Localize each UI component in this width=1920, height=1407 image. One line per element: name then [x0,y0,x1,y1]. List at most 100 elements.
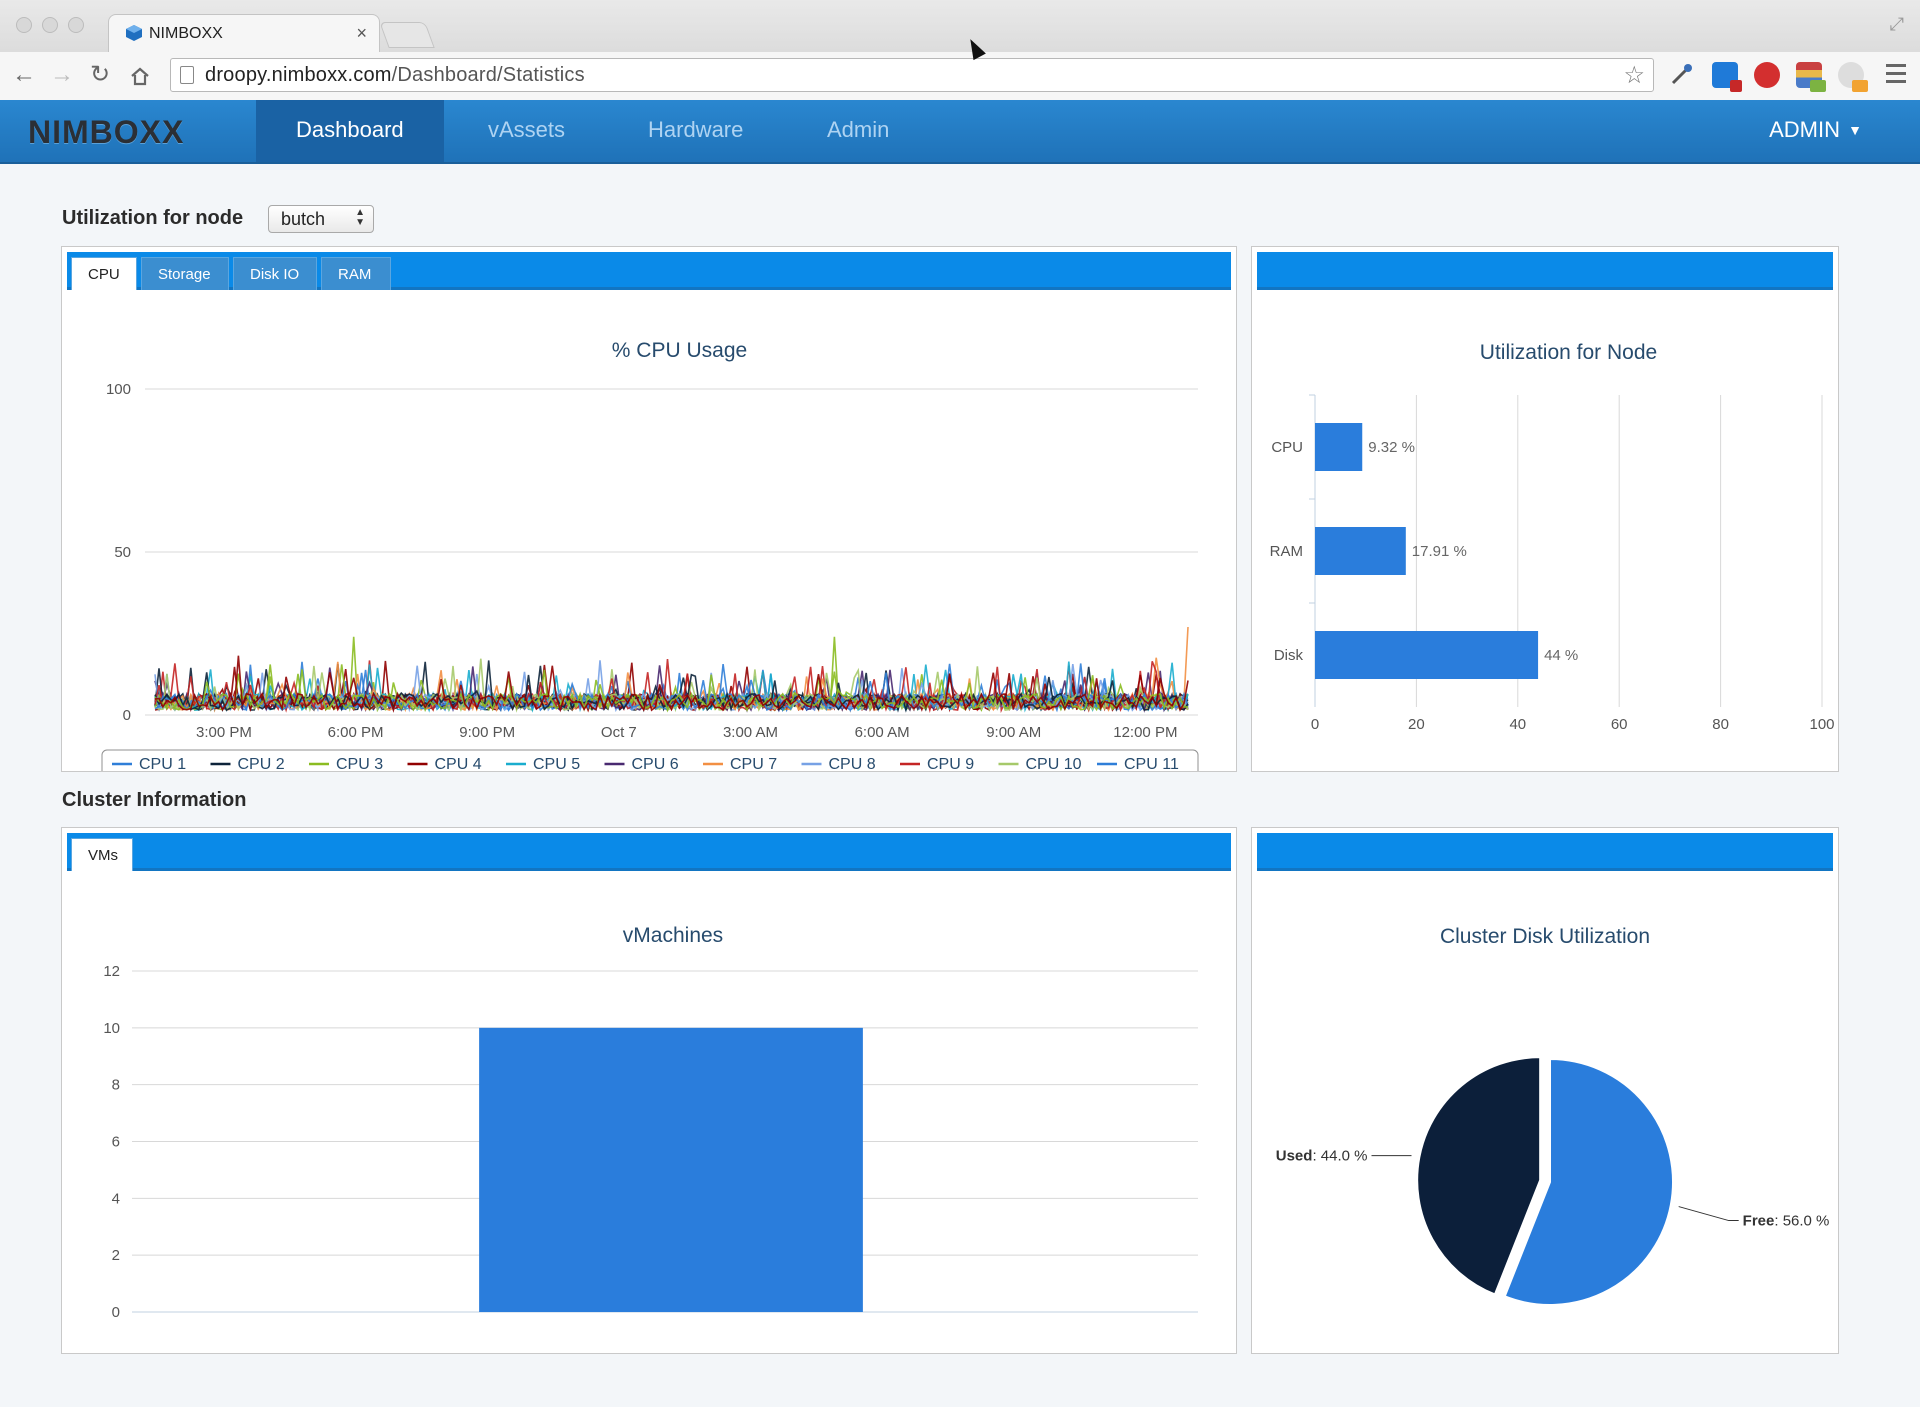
node-utilization-panel: Utilization for Node 0 20 40 60 80 100 CPU 9.32 … [1251,246,1839,772]
node-select-value: butch [281,209,326,229]
utilization-bar [1315,631,1539,679]
nav-dashboard[interactable]: Dashboard [256,100,444,162]
x-tick-label: 0 [1311,716,1319,733]
user-menu[interactable]: ADMIN [1769,117,1840,142]
window-close-button[interactable] [16,17,32,33]
cpu-panel: CPU Storage Disk IO RAM % CPU Usage 0 50 10… [61,246,1237,772]
window-minimize-button[interactable] [42,17,58,33]
bar-data-label: 17.91 % [1412,543,1467,560]
pie-slice-used [1416,1056,1542,1296]
browser-menu-icon[interactable] [1886,64,1906,88]
pie-label-name: Free [1743,1213,1775,1230]
off-extension-icon[interactable] [1838,62,1868,92]
eyedropper-extension-icon[interactable] [1668,62,1694,88]
nav-hardware[interactable]: Hardware [648,117,744,142]
x-tick-label: 9:00 PM [459,724,515,741]
x-tick-label: 12:00 PM [1113,724,1177,741]
legend-label: CPU 3 [336,756,383,771]
chart-title: Cluster Disk Utilization [1440,925,1650,948]
nav-vassets[interactable]: vAssets [488,117,566,142]
legend-label: CPU 6 [632,756,679,771]
pie-label-value: : 56.0 % [1774,1213,1829,1230]
select-arrows-icon: ▲ ▼ [355,207,365,228]
legend-label: CPU 7 [730,756,777,771]
tab-ram[interactable]: RAM [321,257,391,290]
adblock-extension-icon[interactable] [1754,62,1780,88]
bookmark-star-icon[interactable]: ☆ [1623,62,1645,89]
tab-disk-io[interactable]: Disk IO [233,257,317,290]
vms-panel: VMs vMachines 0 2 4 6 8 10 12 [61,827,1237,1354]
utilization-bar [1315,527,1406,575]
tab-cpu[interactable]: CPU [71,257,137,290]
legend-label: CPU 11 [1124,756,1179,771]
nav-admin[interactable]: Admin [827,117,890,142]
legend-label: CPU 9 [927,756,974,771]
y-category-label: RAM [1270,543,1303,560]
cpu-panel-tabs: CPU Storage Disk IO RAM [67,252,1231,290]
y-tick-label: 4 [112,1190,120,1207]
chart-title: % CPU Usage [612,339,747,362]
browser-toolbar: ← → ↻ droopy.nimboxx.com/Dashboard/Stati… [0,52,1920,101]
window-zoom-button[interactable] [68,17,84,33]
node-select[interactable]: butch ▲ ▼ [268,205,374,233]
pie-data-label: Free: 56.0 % [1743,1213,1830,1230]
x-tick-label: 6:00 PM [328,724,384,741]
utilization-bar [1315,423,1363,471]
y-category-label: CPU [1271,439,1303,456]
cluster-disk-panel-header [1257,833,1833,871]
y-tick-label: 10 [103,1020,120,1037]
page-icon [180,66,194,84]
legend-box [101,749,1199,771]
close-tab-icon[interactable]: × [356,23,367,43]
chevron-down-icon[interactable]: ▼ [1848,122,1862,138]
pie-slice-free [1503,1057,1674,1306]
url-path: /Dashboard/Statistics [391,64,585,86]
node-utilization-panel-header [1257,252,1833,290]
browser-tab-bar: NIMBOXX × ⤢ [0,0,1920,53]
y-tick-label: 2 [112,1247,120,1264]
legend-label: CPU 1 [139,756,186,771]
cpu-series-line [154,655,1189,713]
calendar-extension-icon[interactable] [1796,62,1826,92]
back-icon[interactable]: ← [12,61,36,88]
tab-storage[interactable]: Storage [141,257,229,290]
x-tick-label: 3:00 PM [196,724,252,741]
legend-label: CPU 10 [1026,756,1082,771]
x-tick-label: 80 [1712,716,1729,733]
y-tick-label: 6 [112,1134,120,1151]
vmachines-chart: vMachines 0 2 4 6 8 10 12 [103,924,1198,1321]
y-tick-label: 0 [123,707,131,724]
tab-vms[interactable]: VMs [71,838,133,871]
nimboxx-logo[interactable]: NIMBOXX [28,114,185,150]
cluster-disk-panel: Cluster Disk Utilization Used: 44.0 % Free… [1251,827,1839,1354]
browser-tab-title: NIMBOXX [149,25,223,42]
url-host: droopy.nimboxx.com [205,64,392,86]
legend-label: CPU 5 [533,756,580,771]
fullscreen-icon[interactable]: ⤢ [1889,14,1904,34]
bar-data-label: 9.32 % [1368,439,1415,456]
address-bar[interactable]: droopy.nimboxx.com/Dashboard/Statistics … [170,58,1654,92]
x-tick-label: Oct 7 [601,724,637,741]
forward-icon[interactable]: → [50,61,74,88]
legend-label: CPU 2 [238,756,285,771]
browser-tab[interactable]: NIMBOXX × [108,14,380,52]
new-tab-button[interactable] [379,22,435,48]
pie-data-label: Used: 44.0 % [1276,1148,1368,1165]
x-tick-label: 100 [1809,716,1834,733]
x-tick-label: 9:00 AM [986,724,1041,741]
y-tick-label: 8 [112,1077,120,1094]
home-icon[interactable] [130,66,150,86]
extension-blue-icon[interactable] [1712,62,1742,92]
y-tick-label: 100 [106,381,131,398]
vmachines-bar [479,1027,863,1312]
nimboxx-favicon-icon [126,25,142,41]
y-tick-label: 12 [103,963,120,980]
url-text: droopy.nimboxx.com/Dashboard/Statistics [205,64,585,87]
y-tick-label: 0 [112,1304,120,1321]
reload-icon[interactable]: ↻ [90,61,111,88]
bar-data-label: 44 % [1544,647,1578,664]
x-tick-label: 40 [1509,716,1526,733]
pie-connector [1678,1206,1739,1222]
vms-panel-tabs: VMs [67,833,1231,871]
legend-label: CPU 4 [435,756,482,771]
